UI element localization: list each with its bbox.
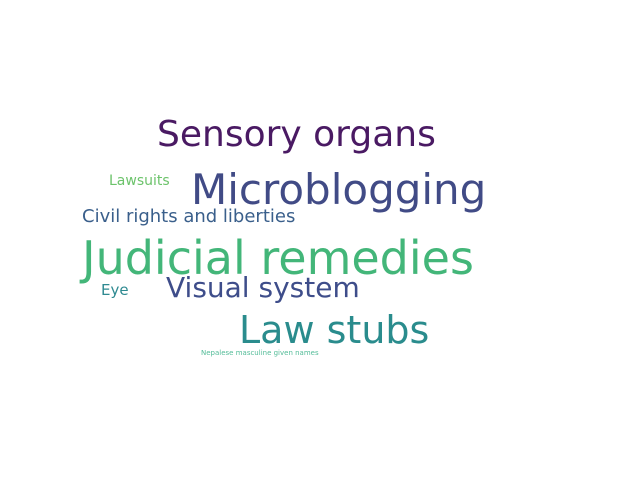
word-lawsuits: Lawsuits xyxy=(109,173,170,189)
word-nepalese-masculine-given-names: Nepalese masculine given names xyxy=(201,349,319,357)
word-civil-rights-and-liberties: Civil rights and liberties xyxy=(82,206,296,227)
word-judicial-remedies: Judicial remedies xyxy=(82,231,474,285)
word-microblogging: Microblogging xyxy=(191,165,487,214)
word-sensory-organs: Sensory organs xyxy=(157,114,436,155)
word-eye: Eye xyxy=(101,281,129,299)
word-law-stubs: Law stubs xyxy=(239,308,430,352)
word-visual-system: Visual system xyxy=(166,271,360,304)
